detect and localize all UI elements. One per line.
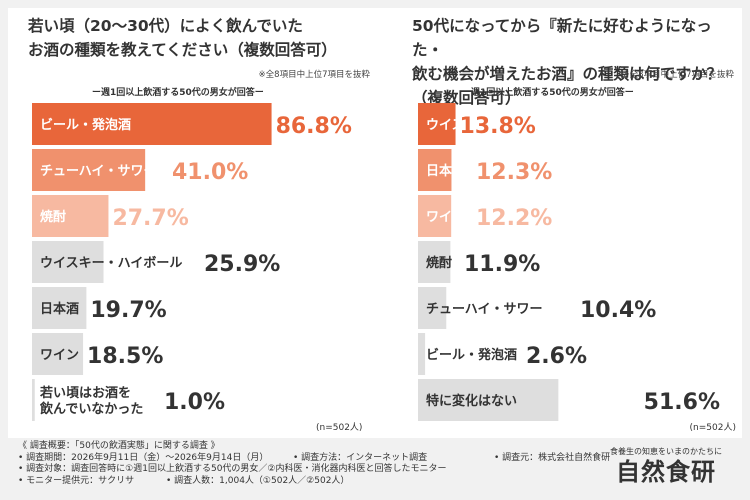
- bar: [32, 103, 272, 145]
- value-label: 51.6%: [644, 390, 720, 415]
- bar: [418, 241, 451, 283]
- category-label: 日本酒: [426, 163, 465, 179]
- left-title: 若い頃（20〜30代）によく飲んでいた お酒の種類を教えてください（複数回答可）: [28, 17, 337, 59]
- value-label: 12.2%: [476, 206, 552, 231]
- value-label: 86.8%: [276, 114, 352, 139]
- right-panel: 50代になってから『新たに好むようになった・ 飲む機会が増えたお酒』の種類は何で…: [400, 8, 742, 438]
- value-label: 11.9%: [464, 252, 540, 277]
- right-note: ※全8項目中上位7項目を抜粋: [622, 70, 734, 80]
- footer-count: • 調査人数：1,004人（①502人／②502人）: [166, 475, 350, 486]
- bar: [32, 241, 104, 283]
- bar: [418, 379, 559, 421]
- brand-logo: 食養生の知恵をいまのかたちに 自然食研: [610, 446, 722, 487]
- left-subtitle: ー週1回以上飲酒する50代の男女が回答ー: [92, 88, 264, 98]
- value-label: 1.0%: [164, 390, 225, 415]
- value-label: 2.6%: [526, 344, 587, 369]
- value-label: 10.4%: [580, 298, 656, 323]
- category-label: チューハイ・サワー: [426, 302, 542, 317]
- bar: [32, 333, 84, 375]
- footer-method: • 調査方法：インターネット調査: [293, 452, 428, 463]
- right-title: 50代になってから『新たに好むようになった・ 飲む機会が増えたお酒』の種類は何で…: [412, 17, 723, 107]
- category-label: ウイスキー・ハイボール: [426, 117, 568, 133]
- bar: [32, 149, 146, 191]
- survey-footer: 《 調査概要：「50代の飲酒実態」に関する調査 》 • 調査期間：2026年9月…: [18, 441, 618, 487]
- category-label: ビール・発泡酒: [40, 117, 131, 133]
- bar: [32, 287, 87, 329]
- right-sample-size: (n=502人): [689, 423, 736, 433]
- footer-provider: • モニター提供元：サクリサ: [18, 475, 135, 486]
- footer-source: • 調査元：株式会社自然食研: [494, 452, 611, 463]
- value-label: 13.8%: [460, 114, 536, 139]
- left-note: ※全8項目中上位7項目を抜粋: [258, 70, 370, 80]
- value-label: 27.7%: [112, 206, 188, 231]
- left-bar-chart: ビール・発泡酒 86.8% チューハイ・サワー 41.0% 焼酎 27.7% ウイスキー・ハ…: [32, 103, 352, 421]
- category-label: 若い頃はお酒を飲んでいなかった: [39, 385, 143, 417]
- category-label: チューハイ・サワー: [40, 164, 156, 179]
- bar: [32, 195, 109, 237]
- footer-heading: 《 調査概要：「50代の飲酒実態」に関する調査 》: [18, 441, 220, 451]
- brand-name: 自然食研: [616, 457, 716, 486]
- footer-target: • 調査対象：調査回答時に①週1回以上飲酒する50代の男女／②内科医・消化器内科…: [18, 464, 447, 474]
- bar: [418, 149, 452, 191]
- value-label: 19.7%: [90, 298, 166, 323]
- right-subtitle: ー週1回以上飲酒する50代の男女が回答ー: [462, 88, 634, 98]
- left-panel: 若い頃（20〜30代）によく飲んでいた お酒の種類を教えてください（複数回答可）…: [8, 8, 370, 438]
- left-sample-size: (n=502人): [316, 423, 363, 433]
- category-label: 焼酎: [426, 255, 452, 271]
- value-label: 18.5%: [87, 344, 163, 369]
- value-label: 25.9%: [204, 252, 280, 277]
- category-label: 特に変化はない: [426, 393, 517, 409]
- brand-tagline: 食養生の知恵をいまのかたちに: [610, 447, 722, 456]
- value-label: 12.3%: [476, 160, 552, 185]
- bar: [32, 379, 35, 421]
- category-label: ビール・発泡酒: [426, 347, 517, 363]
- bar: [418, 195, 452, 237]
- infographic-card: 若い頃（20〜30代）によく飲んでいた お酒の種類を教えてください（複数回答可）…: [8, 8, 742, 438]
- category-label: ウイスキー・ハイボール: [40, 255, 182, 271]
- bar: [418, 287, 447, 329]
- category-label: 焼酎: [40, 209, 66, 225]
- category-label: ワイン: [426, 210, 465, 225]
- category-label: ワイン: [40, 348, 79, 363]
- category-label: 日本酒: [40, 301, 79, 317]
- bar: [418, 333, 426, 375]
- footer-period: • 調査期間：2026年9月11日（金）〜2026年9月14日（月）: [18, 452, 269, 463]
- value-label: 41.0%: [172, 160, 248, 185]
- bar: [418, 103, 456, 145]
